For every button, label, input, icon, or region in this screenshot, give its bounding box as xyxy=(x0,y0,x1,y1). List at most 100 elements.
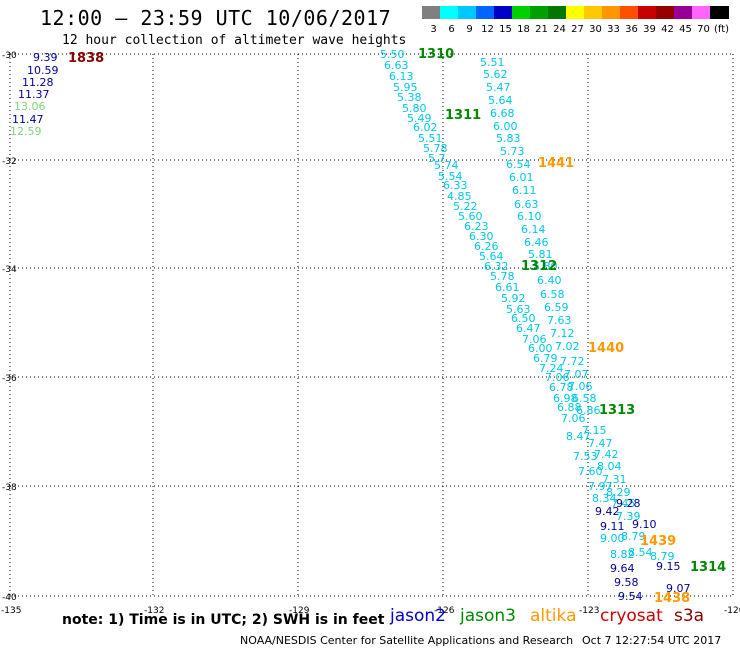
wave-height-value: 4.85 xyxy=(447,190,472,203)
wave-height-value: 6.00 xyxy=(493,120,518,133)
scale-swatch xyxy=(440,6,459,19)
latitude-label: -40 xyxy=(2,593,17,603)
scale-label: 70 xyxy=(697,24,710,35)
scale-swatch xyxy=(512,6,531,19)
longitude-label: -132 xyxy=(144,606,164,616)
wave-height-value: 8.79 xyxy=(621,530,646,543)
scale-label: 42 xyxy=(661,24,674,35)
wave-height-value: 7.31 xyxy=(602,473,627,486)
wave-height-value: 5.64 xyxy=(479,250,504,263)
wave-height-value: 6.26 xyxy=(474,240,499,253)
wave-height-value: 6.13 xyxy=(389,70,414,83)
wave-height-value: 6.63 xyxy=(514,198,539,211)
wave-height-value: 9.00 xyxy=(600,532,625,545)
wave-height-value: 11.37 xyxy=(18,88,50,101)
pass-time-label: 1838 xyxy=(68,51,104,66)
pass-time-label: 1312 xyxy=(521,259,557,274)
wave-height-value: 6.46 xyxy=(524,236,549,249)
wave-height-value: 7.97 xyxy=(588,480,613,493)
scale-label: 18 xyxy=(517,24,530,35)
wave-height-value: 9.10 xyxy=(632,518,657,531)
wave-height-value: 11.28 xyxy=(22,76,54,89)
scale-swatch xyxy=(710,6,729,19)
wave-height-value: 9.64 xyxy=(610,562,635,575)
scale-label: 24 xyxy=(553,24,566,35)
wave-height-value: 8.47 xyxy=(566,430,591,443)
scale-swatch xyxy=(656,6,675,19)
wave-height-value: 5.83 xyxy=(496,132,521,145)
pass-time-label: 1311 xyxy=(445,108,481,123)
wave-height-value: 6.98 xyxy=(553,392,578,405)
latitude-label: -30 xyxy=(2,51,17,61)
wave-height-value: 6.00 xyxy=(528,342,553,355)
scale-swatch xyxy=(692,6,711,19)
wave-height-value: 8.54 xyxy=(628,546,653,559)
scale-swatch xyxy=(548,6,567,19)
latitude-label: -38 xyxy=(2,483,17,493)
wave-height-value: 7.47 xyxy=(588,437,613,450)
scale-label: 39 xyxy=(643,24,656,35)
wave-height-value: 9.42 xyxy=(595,505,620,518)
wave-height-value: 5.49 xyxy=(407,112,432,125)
wave-height-value: 6.10 xyxy=(517,210,542,223)
wave-height-value: 7.12 xyxy=(550,327,575,340)
scale-label: (ft) xyxy=(713,24,730,35)
wave-height-value: 6.86 xyxy=(576,404,601,417)
scale-swatch xyxy=(494,6,513,19)
wave-height-value: 5.95 xyxy=(393,81,418,94)
wave-height-value: 6.11 xyxy=(512,184,537,197)
pass-time-labels: 1838 1310 1311 1441 1312 1440 1313 1439 1314 1438 xyxy=(68,47,726,606)
wave-height-value: 6.63 xyxy=(384,59,409,72)
wave-height-value: 5.47 xyxy=(486,81,511,94)
wave-height-value: 7.53 xyxy=(573,450,598,463)
legend-cryosat: cryosat xyxy=(600,606,663,626)
wave-height-value: 8.29 xyxy=(606,486,631,499)
scale-label: 9 xyxy=(466,24,473,35)
pass-time-label: 1440 xyxy=(588,341,624,356)
wave-height-value: 6.14 xyxy=(521,223,546,236)
legend-altika: altika xyxy=(530,606,577,626)
scale-label: 21 xyxy=(535,24,548,35)
map-subtitle: 12 hour collection of altimeter wave hei… xyxy=(62,33,407,48)
longitude-label: -126 xyxy=(434,606,455,616)
wave-height-value: 7.07 xyxy=(564,368,589,381)
wave-height-value: 6.01 xyxy=(509,171,534,184)
credit-text: NOAA/NESDIS Center for Satellite Applica… xyxy=(240,634,574,647)
pass-time-label: 1313 xyxy=(599,403,635,418)
longitude-label: -135 xyxy=(1,606,21,616)
wave-height-value: 9.07 xyxy=(666,582,691,595)
scale-swatch xyxy=(422,6,441,19)
scale-swatch xyxy=(638,6,657,19)
wave-height-value: 6.33 xyxy=(443,179,468,192)
wave-height-value: 9.28 xyxy=(616,497,641,510)
wave-height-value: 7.15 xyxy=(582,424,607,437)
wave-height-value: 5.78 xyxy=(423,142,448,155)
wave-height-value: 6.59 xyxy=(544,301,569,314)
wave-height-value: 5.54 xyxy=(438,170,463,183)
pass-time-label: 1310 xyxy=(418,47,454,62)
wave-height-value: 6.58 xyxy=(540,288,565,301)
latitude-label: -36 xyxy=(2,374,17,384)
scale-label: 27 xyxy=(571,24,584,35)
scale-swatch xyxy=(674,6,693,19)
scale-label: 3 xyxy=(430,24,437,35)
scale-swatch xyxy=(566,6,585,19)
wave-height-value: 6.54 xyxy=(506,158,531,171)
scale-label: 33 xyxy=(607,24,620,35)
wave-height-value: 13.06 xyxy=(14,100,46,113)
wave-height-value: 12.59 xyxy=(10,125,42,138)
wave-height-value: 7.63 xyxy=(547,314,572,327)
wave-height-value: 6.30 xyxy=(469,230,494,243)
latitude-label: -32 xyxy=(2,157,17,167)
scale-swatch xyxy=(620,6,639,19)
wave-height-value: 9.58 xyxy=(614,576,639,589)
wave-height-value: 6.79 xyxy=(533,352,558,365)
wave-height-value: 5.78 xyxy=(490,270,515,283)
wave-height-value: 6.88 xyxy=(557,401,582,414)
wave-height-value: 5.81 xyxy=(528,248,553,261)
pass-time-label: 1439 xyxy=(640,534,676,549)
wave-height-value: 7.06 xyxy=(545,371,570,384)
wave-height-value: 5.50 xyxy=(380,48,405,61)
wave-height-value: 7.60 xyxy=(578,465,603,478)
